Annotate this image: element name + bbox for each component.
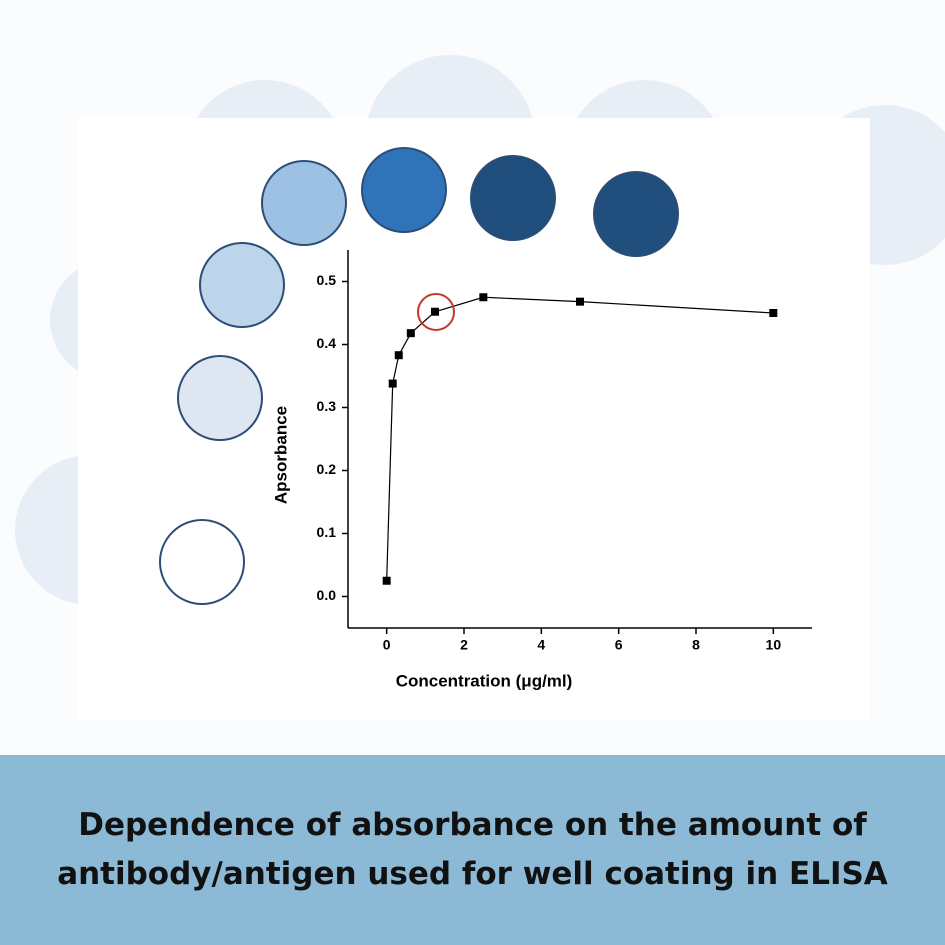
data-point [382, 576, 391, 585]
x-axis-label: Concentration (μg/ml) [396, 671, 573, 690]
highlight-circle [417, 293, 455, 331]
x-tick-label: 10 [766, 637, 782, 653]
caption-band: Dependence of absorbance on the amount o… [0, 755, 945, 945]
y-tick-label: 0.3 [317, 398, 337, 414]
x-tick-label: 8 [692, 637, 700, 653]
y-tick-label: 0.4 [317, 335, 337, 351]
figure: Concentration (μg/ml) Apsorbance 0.0 0.1 0… [15, 55, 945, 691]
data-point [431, 307, 439, 316]
data-point [479, 293, 488, 302]
wells [159, 147, 679, 605]
data-line [386, 296, 774, 581]
data-point [388, 379, 397, 388]
x-tick-label: 6 [615, 637, 623, 653]
data-point [406, 329, 415, 338]
x-tick-label: 2 [460, 637, 468, 653]
y-tick-label: 0.5 [317, 272, 337, 288]
y-tick-label: 0.0 [317, 587, 337, 603]
y-axis-label: Apsorbance [271, 406, 290, 504]
y-tick-label: 0.2 [317, 461, 337, 477]
x-tick-label: 0 [383, 637, 391, 653]
data-point [576, 297, 584, 306]
y-tick-label: 0.1 [317, 524, 337, 540]
caption: Dependence of absorbance on the amount o… [57, 807, 888, 892]
data-point [769, 309, 778, 317]
x-tick-label: 4 [537, 637, 545, 653]
data-point [394, 351, 403, 360]
